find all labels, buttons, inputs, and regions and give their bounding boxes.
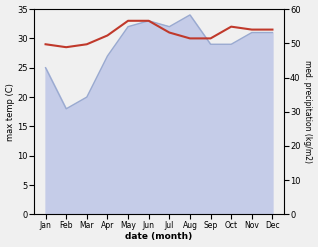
X-axis label: date (month): date (month)	[125, 232, 193, 242]
Y-axis label: med. precipitation (kg/m2): med. precipitation (kg/m2)	[303, 60, 313, 163]
Y-axis label: max temp (C): max temp (C)	[5, 83, 15, 141]
